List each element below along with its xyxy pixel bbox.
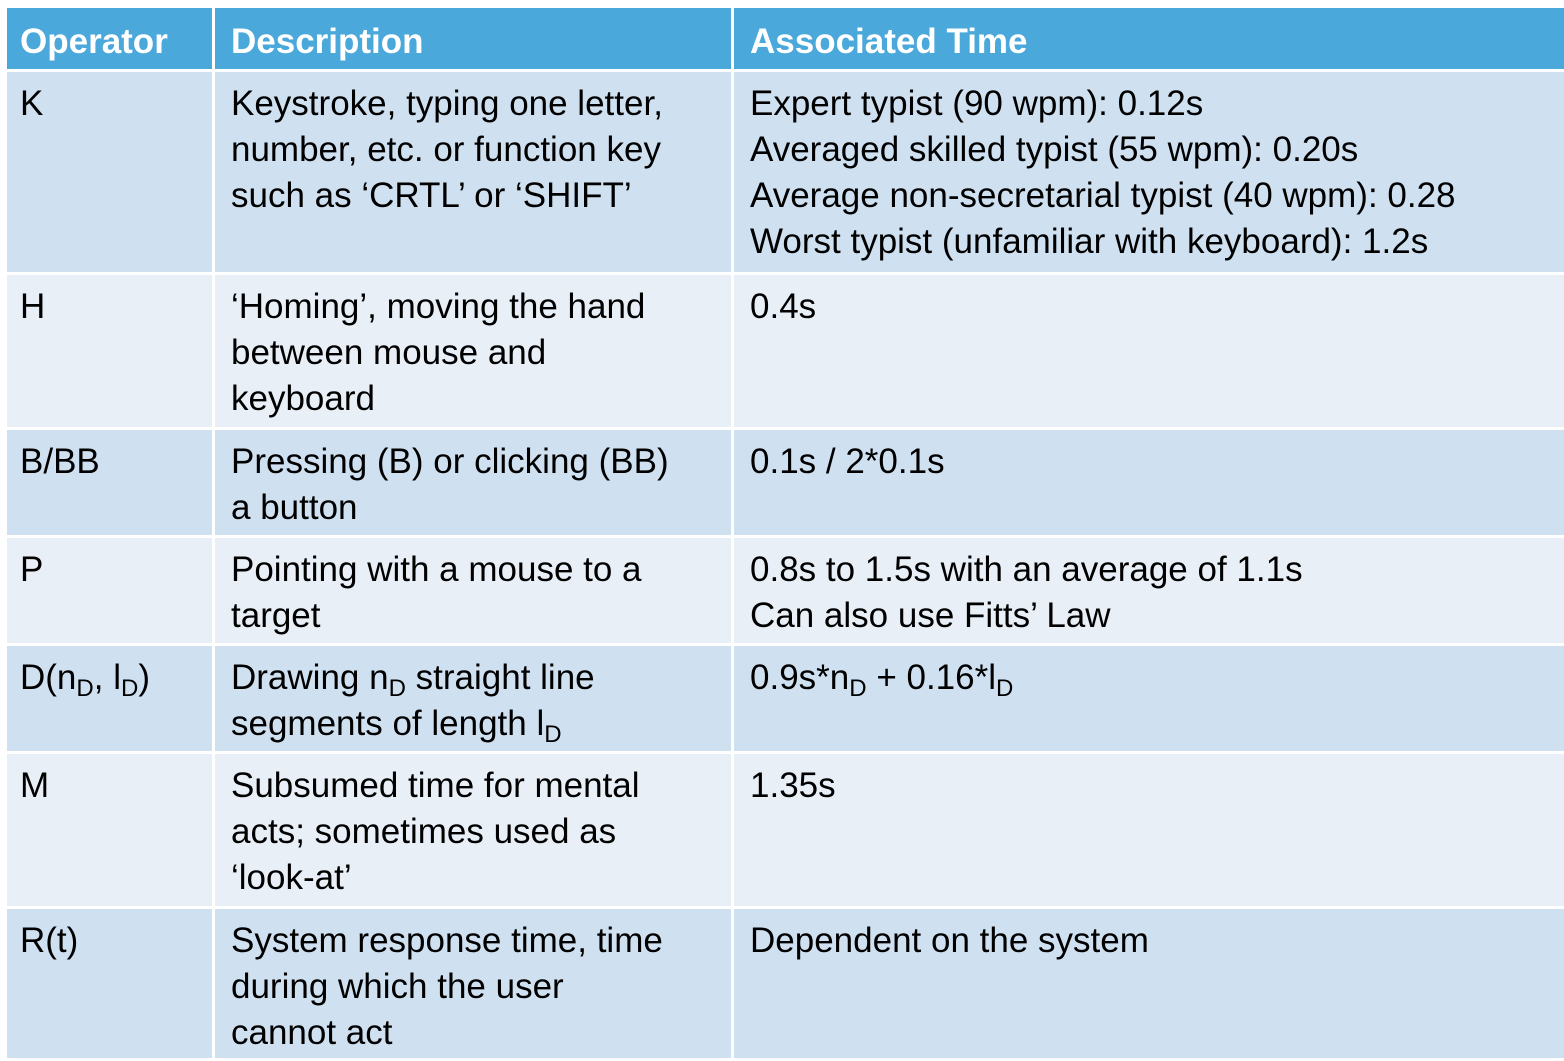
- header-operator: Operator: [6, 7, 214, 71]
- time-text: 0.9s*n: [750, 658, 849, 697]
- description-cell: Keystroke, typing one letter, number, et…: [214, 71, 733, 274]
- description-line: target: [231, 593, 731, 639]
- time-line: 0.4s: [750, 284, 1564, 330]
- header-associated-time: Associated Time: [733, 7, 1564, 71]
- description-line: during which the user: [231, 964, 731, 1010]
- header-description: Description: [214, 7, 733, 71]
- subscript: D: [996, 675, 1013, 702]
- operator-cell: K: [6, 71, 214, 274]
- description-line: acts; sometimes used as: [231, 809, 731, 855]
- description-line: keyboard: [231, 376, 731, 422]
- description-text: Drawing n: [231, 658, 389, 697]
- description-cell: Subsumed time for mental acts; sometimes…: [214, 753, 733, 908]
- time-cell: 0.9s*nD + 0.16*lD: [733, 645, 1564, 753]
- description-cell: System response time, time during which …: [214, 908, 733, 1060]
- description-line: System response time, time: [231, 918, 731, 964]
- time-cell: 0.8s to 1.5s with an average of 1.1s Can…: [733, 537, 1564, 645]
- table-row-r: R(t) System response time, time during w…: [6, 908, 1564, 1060]
- subscript: D: [389, 675, 406, 702]
- description-line: segments of length lD: [231, 701, 731, 747]
- time-cell: 0.4s: [733, 274, 1564, 429]
- operator-cell: B/BB: [6, 429, 214, 537]
- description-line: between mouse and: [231, 330, 731, 376]
- time-line: 0.8s to 1.5s with an average of 1.1s: [750, 547, 1564, 593]
- time-line: 0.9s*nD + 0.16*lD: [750, 655, 1564, 701]
- description-line: Pointing with a mouse to a: [231, 547, 731, 593]
- description-line: Pressing (B) or clicking (BB): [231, 439, 731, 485]
- operator-cell: R(t): [6, 908, 214, 1060]
- description-text: segments of length l: [231, 704, 544, 743]
- operator-cell: D(nD, lD): [6, 645, 214, 753]
- description-line: ‘look-at’: [231, 855, 731, 901]
- time-line: Can also use Fitts’ Law: [750, 593, 1564, 639]
- time-line: Worst typist (unfamiliar with keyboard):…: [750, 219, 1564, 265]
- description-line: such as ‘CRTL’ or ‘SHIFT’: [231, 173, 731, 219]
- time-cell: 0.1s / 2*0.1s: [733, 429, 1564, 537]
- description-cell: Drawing nD straight line segments of len…: [214, 645, 733, 753]
- operator-text: ): [138, 658, 150, 697]
- time-cell: 1.35s: [733, 753, 1564, 908]
- operator-text: D(n: [20, 658, 76, 697]
- description-cell: Pressing (B) or clicking (BB) a button: [214, 429, 733, 537]
- description-line: Keystroke, typing one letter,: [231, 81, 731, 127]
- time-line: 1.35s: [750, 763, 1564, 809]
- time-line: Expert typist (90 wpm): 0.12s: [750, 81, 1564, 127]
- time-cell: Expert typist (90 wpm): 0.12s Averaged s…: [733, 71, 1564, 274]
- description-cell: ‘Homing’, moving the hand between mouse …: [214, 274, 733, 429]
- table-row-m: M Subsumed time for mental acts; sometim…: [6, 753, 1564, 908]
- subscript: D: [121, 675, 138, 702]
- description-cell: Pointing with a mouse to a target: [214, 537, 733, 645]
- operator-text: , l: [94, 658, 121, 697]
- table-row-p: P Pointing with a mouse to a target 0.8s…: [6, 537, 1564, 645]
- description-line: ‘Homing’, moving the hand: [231, 284, 731, 330]
- description-text: straight line: [406, 658, 595, 697]
- table-row-b-bb: B/BB Pressing (B) or clicking (BB) a but…: [6, 429, 1564, 537]
- subscript: D: [544, 721, 561, 748]
- table-row-d: D(nD, lD) Drawing nD straight line segme…: [6, 645, 1564, 753]
- description-line: number, etc. or function key: [231, 127, 731, 173]
- operator-cell: P: [6, 537, 214, 645]
- description-line: Subsumed time for mental: [231, 763, 731, 809]
- time-cell: Dependent on the system: [733, 908, 1564, 1060]
- operator-cell: M: [6, 753, 214, 908]
- operator-cell: H: [6, 274, 214, 429]
- description-line: cannot act: [231, 1010, 731, 1056]
- subscript: D: [849, 675, 866, 702]
- time-line: Dependent on the system: [750, 918, 1564, 964]
- time-text: + 0.16*l: [867, 658, 996, 697]
- description-line: a button: [231, 485, 731, 531]
- header-row: Operator Description Associated Time: [6, 7, 1564, 71]
- time-line: 0.1s / 2*0.1s: [750, 439, 1564, 485]
- table-row-k: K Keystroke, typing one letter, number, …: [6, 71, 1564, 274]
- subscript: D: [76, 675, 93, 702]
- table-row-h: H ‘Homing’, moving the hand between mous…: [6, 274, 1564, 429]
- time-line: Average non-secretarial typist (40 wpm):…: [750, 173, 1564, 219]
- time-line: Averaged skilled typist (55 wpm): 0.20s: [750, 127, 1564, 173]
- klm-operator-table: Operator Description Associated Time K K…: [4, 5, 1564, 1061]
- description-line: Drawing nD straight line: [231, 655, 731, 701]
